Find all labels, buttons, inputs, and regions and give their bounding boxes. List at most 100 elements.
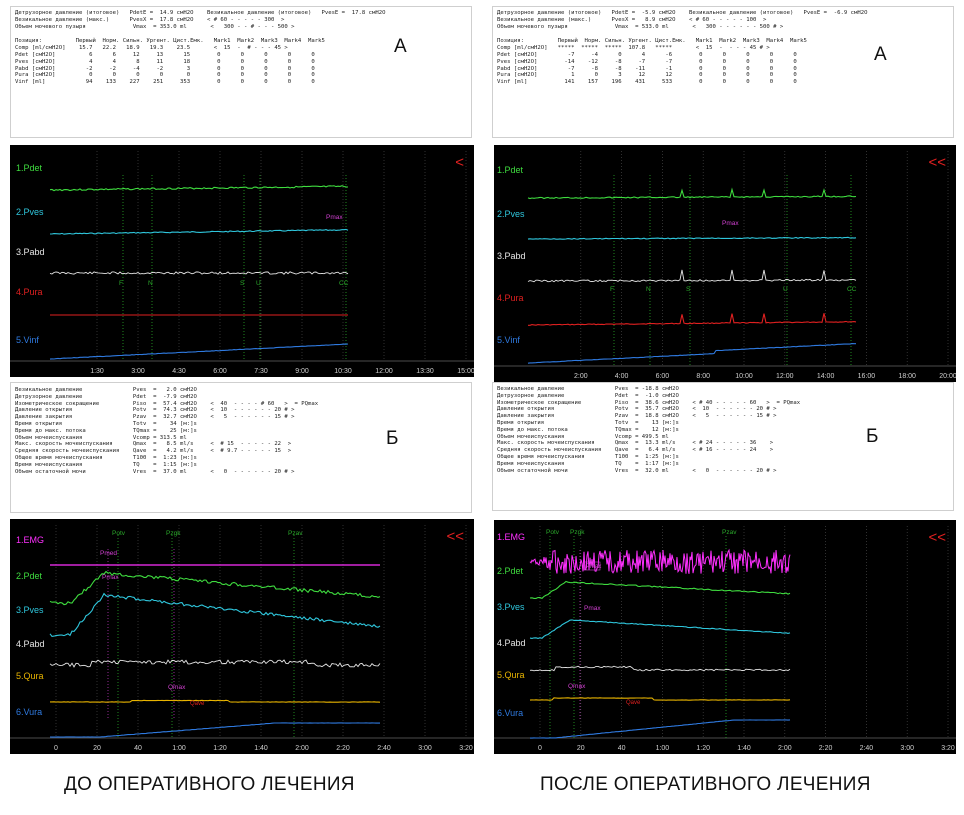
report-panel-before-a: Детрузорное давление (итоговое) PdetE = …	[10, 6, 472, 138]
event-marker-label: N	[646, 286, 651, 293]
channel-label: 3.Pves	[497, 602, 525, 612]
x-tick-label: 1:20	[213, 745, 227, 752]
param-row: Везикальное давление Pves = 2.0 смH2O	[15, 387, 197, 393]
param-row: Изометрическое сокращение Piso = 57.4 см…	[15, 400, 319, 407]
x-tick-label: 2:00	[574, 373, 588, 380]
chart-after-voiding: 0 20 40 1:00 1:20 1:40 2:00 2:20 2:40 3:00 3:20 << 1…	[494, 520, 956, 754]
event-marker-label: N	[148, 280, 153, 287]
annotation-pmax: Pmax	[722, 220, 739, 227]
x-tick-label: 2:20	[819, 745, 833, 752]
event-marker-label: Pzav	[722, 529, 737, 536]
chart-before-voiding: 0 20 40 1:00 1:20 1:40 2:00 2:20 2:40 3:00 3:20 << 1…	[10, 519, 474, 754]
panel-letter-a-left: А	[394, 36, 407, 57]
param-row: Макс. скорость мочеиспускания Qmax = 8.5…	[15, 441, 292, 448]
chart-svg: 2:00 4:00 6:00 8:00 10:00 12:00 14:00 16:00 18:0…	[494, 151, 956, 380]
event-marker-label: F	[610, 286, 614, 293]
series-vura	[530, 719, 791, 739]
table-row: Comp [ml/смH2O] 15.7 22.2 18.9 19.3 23.5…	[15, 45, 288, 52]
series-pves	[529, 619, 791, 639]
x-tick-label: 9:00	[295, 368, 309, 375]
x-tick-label: 1:40	[254, 745, 268, 752]
caption-after: ПОСЛЕ ОПЕРАТИВНОГО ЛЕЧЕНИЯ	[540, 774, 871, 795]
channel-label: 3.Pabd	[497, 251, 526, 261]
chart-after-filling: 2:00 4:00 6:00 8:00 10:00 12:00 14:00 16:00 18:0…	[494, 145, 956, 382]
series-pdet	[527, 187, 857, 200]
event-marker-label: Potv	[546, 529, 560, 536]
annotation-pmax: Pmax	[326, 214, 343, 221]
x-tick-label: 3:20	[941, 745, 955, 752]
scroll-arrow-icon: <<	[928, 154, 946, 171]
table-row: Pabd [смH2O] -7 -8 -8 -11 -1 0 0 0 0 0	[497, 65, 797, 72]
x-tick-label: 3:20	[459, 745, 473, 752]
table-row: Vinf [ml] 94 133 227 251 353 0 0 0 0 0	[15, 79, 315, 86]
channel-label: 4.Pura	[16, 287, 43, 297]
panel-letter-b-left: Б	[386, 428, 399, 449]
x-tick-label: 0	[54, 745, 58, 752]
x-tick-label: 7:30	[254, 368, 268, 375]
report-panel-after-b: Везикальное давление Pves = -18.8 смH2O …	[492, 382, 954, 511]
x-tick-label: 2:40	[377, 745, 391, 752]
series-vinf	[527, 343, 856, 364]
event-marker-label: U	[256, 280, 261, 287]
series-qura	[50, 699, 381, 703]
table-row: Vinf [ml] 141 157 196 431 533 0 0 0 0 0	[497, 79, 797, 86]
header-line: Везикальное давление (макс.) PvesX = 17.…	[15, 16, 285, 23]
annotation-box	[583, 561, 601, 571]
x-tick-label: 20	[93, 745, 101, 752]
param-row: Давление открытия Potv = 74.3 смH2O < 10…	[15, 407, 295, 414]
event-marker-label: CC	[339, 280, 349, 287]
param-row: Время мочеиспускания TQ = 1:15 [м:]s	[15, 461, 197, 468]
param-row: Детрузорное давление Pdet = -1.0 смH2O	[497, 392, 679, 399]
table-header: Позиция: Первый Норм. Сильн. Ургент. Цис…	[497, 38, 807, 45]
x-tick-label: 2:00	[295, 745, 309, 752]
param-row: Макс. скорость мочеиспускания Qmax = 13.…	[497, 440, 774, 447]
series-pabd	[49, 271, 349, 275]
channel-label: 4.Pabd	[16, 639, 45, 649]
annotation-pmed: Pmed	[100, 550, 117, 557]
param-row: Время мочеиспускания TQ = 1:17 [м:]s	[497, 460, 679, 467]
event-marker-label: CC	[847, 286, 857, 293]
x-tick-label: 4:30	[172, 368, 186, 375]
param-row: Общее время мочеиспускания T100 = 1:25 […	[497, 453, 679, 460]
event-marker-label: S	[240, 280, 245, 287]
param-row: Давление закрытия Pzav = 18.8 смH2O < 5 …	[497, 413, 777, 420]
x-tick-label: 20:00	[939, 373, 956, 380]
param-row: Объем остаточной мочи Vres = 37.0 ml < 0…	[15, 468, 295, 475]
x-tick-label: 0	[538, 745, 542, 752]
channel-label: 2.Pves	[497, 209, 525, 219]
series-qura	[529, 697, 791, 701]
header-lines: Детрузорное давление (итоговое) PdetE = …	[15, 10, 467, 30]
x-tick-label: 8:00	[696, 373, 710, 380]
annotation-qmax: Qmax	[168, 684, 186, 691]
channel-label: 3.Pabd	[16, 247, 45, 257]
chart-before-filling: 1:30 3:00 4:30 6:00 7:30 9:00 10:30 12:00 13:30 1…	[10, 145, 474, 377]
series-pabd	[529, 665, 791, 672]
scroll-arrow-icon: <<	[446, 528, 464, 545]
channel-label: 1.EMG	[497, 532, 525, 542]
series-vinf	[49, 343, 349, 360]
x-tick-label: 6:00	[656, 373, 670, 380]
param-row: Объем мочеиспускания Vcomp = 499.5 ml	[497, 433, 669, 440]
x-tick-label: 6:00	[213, 368, 227, 375]
chart-svg: 0 20 40 1:00 1:20 1:40 2:00 2:20 2:40 3:00 3:20 << 1…	[494, 526, 956, 752]
annotation-pmax: Pmax	[102, 574, 119, 581]
table-row: Pura [смH2O] 1 0 3 12 12 0 0 0 0 0	[497, 72, 797, 79]
param-row: Средняя скорость мочеиспускания Qave = 6…	[497, 447, 774, 454]
x-tick-label: 3:00	[418, 745, 432, 752]
param-row: Давление открытия Potv = 35.7 смH2O < 10…	[497, 406, 777, 413]
x-tick-label: 16:00	[858, 373, 876, 380]
param-row: Время до макс. потока TQmax = 12 [м:]s	[497, 426, 679, 433]
channel-label: 3.Pves	[16, 605, 44, 615]
param-row: Общее время мочеиспускания T100 = 1:23 […	[15, 454, 197, 461]
scroll-arrow-icon: <<	[928, 529, 946, 546]
channel-label: 1.Pdet	[497, 165, 524, 175]
event-marker-label: U	[783, 286, 788, 293]
x-tick-label: 2:40	[860, 745, 874, 752]
param-row: Объем мочеиспускания Vcomp = 313.5 ml	[15, 434, 187, 441]
annotation-qmax: Qmax	[568, 683, 586, 690]
x-tick-label: 40	[134, 745, 142, 752]
table-row: Pves [смH2O] 4 4 8 11 18 0 0 0 0 0	[15, 58, 315, 65]
channel-label: 4.Pabd	[497, 638, 526, 648]
x-tick-label: 14:00	[817, 373, 835, 380]
header-line: Детрузорное давление (итоговое) PdetE = …	[497, 10, 868, 16]
